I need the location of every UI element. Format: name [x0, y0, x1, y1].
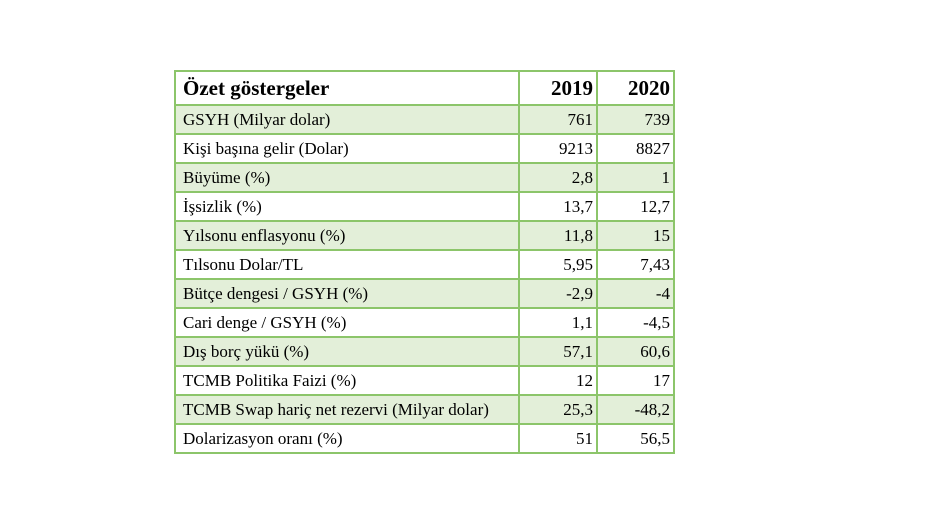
row-label: Dolarizasyon oranı (%) — [174, 423, 520, 454]
table-row: İşsizlik (%) 13,7 12,7 — [174, 191, 675, 222]
row-value-2019: 11,8 — [518, 220, 598, 251]
row-value-2020: -4 — [596, 278, 675, 309]
table-row: Dolarizasyon oranı (%) 51 56,5 — [174, 423, 675, 454]
header-year-2020: 2020 — [596, 70, 675, 106]
row-value-2020: 1 — [596, 162, 675, 193]
summary-indicators-table: Özet göstergeler 2019 2020 GSYH (Milyar … — [174, 70, 675, 454]
header-year-2019: 2019 — [518, 70, 598, 106]
row-value-2020: 15 — [596, 220, 675, 251]
row-label: Dış borç yükü (%) — [174, 336, 520, 367]
row-label: TCMB Swap hariç net rezervi (Milyar dola… — [174, 394, 520, 425]
row-value-2020: -4,5 — [596, 307, 675, 338]
row-value-2020: 17 — [596, 365, 675, 396]
table-row: Bütçe dengesi / GSYH (%) -2,9 -4 — [174, 278, 675, 309]
table-row: TCMB Politika Faizi (%) 12 17 — [174, 365, 675, 396]
row-value-2019: 5,95 — [518, 249, 598, 280]
header-indicators: Özet göstergeler — [174, 70, 520, 106]
row-value-2020: 12,7 — [596, 191, 675, 222]
table-row: Büyüme (%) 2,8 1 — [174, 162, 675, 193]
row-value-2020: 56,5 — [596, 423, 675, 454]
row-label: Büyüme (%) — [174, 162, 520, 193]
table-header-row: Özet göstergeler 2019 2020 — [174, 70, 675, 106]
row-value-2019: 9213 — [518, 133, 598, 164]
row-label: TCMB Politika Faizi (%) — [174, 365, 520, 396]
table-row: Tılsonu Dolar/TL 5,95 7,43 — [174, 249, 675, 280]
row-value-2020: -48,2 — [596, 394, 675, 425]
row-label: GSYH (Milyar dolar) — [174, 104, 520, 135]
table-row: TCMB Swap hariç net rezervi (Milyar dola… — [174, 394, 675, 425]
row-value-2019: 761 — [518, 104, 598, 135]
row-value-2020: 60,6 — [596, 336, 675, 367]
row-label: Kişi başına gelir (Dolar) — [174, 133, 520, 164]
row-label: İşsizlik (%) — [174, 191, 520, 222]
row-value-2019: 12 — [518, 365, 598, 396]
table-row: GSYH (Milyar dolar) 761 739 — [174, 104, 675, 135]
row-value-2019: 57,1 — [518, 336, 598, 367]
row-value-2020: 8827 — [596, 133, 675, 164]
row-value-2019: 2,8 — [518, 162, 598, 193]
row-label: Bütçe dengesi / GSYH (%) — [174, 278, 520, 309]
row-value-2019: -2,9 — [518, 278, 598, 309]
row-label: Tılsonu Dolar/TL — [174, 249, 520, 280]
row-label: Cari denge / GSYH (%) — [174, 307, 520, 338]
row-value-2019: 25,3 — [518, 394, 598, 425]
row-value-2019: 1,1 — [518, 307, 598, 338]
row-value-2019: 13,7 — [518, 191, 598, 222]
row-value-2020: 7,43 — [596, 249, 675, 280]
table-row: Yılsonu enflasyonu (%) 11,8 15 — [174, 220, 675, 251]
row-value-2020: 739 — [596, 104, 675, 135]
row-label: Yılsonu enflasyonu (%) — [174, 220, 520, 251]
table-row: Kişi başına gelir (Dolar) 9213 8827 — [174, 133, 675, 164]
table-row: Dış borç yükü (%) 57,1 60,6 — [174, 336, 675, 367]
row-value-2019: 51 — [518, 423, 598, 454]
table-row: Cari denge / GSYH (%) 1,1 -4,5 — [174, 307, 675, 338]
